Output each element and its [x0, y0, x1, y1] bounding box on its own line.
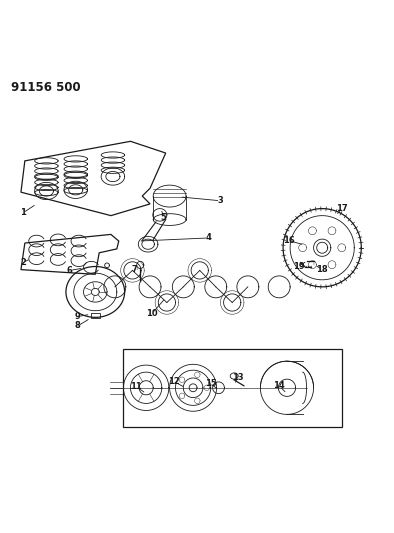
Text: 9: 9 [75, 312, 80, 321]
Text: 1: 1 [20, 208, 26, 217]
Text: 8: 8 [75, 321, 80, 330]
Text: 17: 17 [336, 204, 348, 213]
Text: 10: 10 [146, 309, 158, 318]
Text: 14: 14 [273, 381, 285, 390]
Text: 2: 2 [20, 258, 26, 267]
Text: 15: 15 [205, 379, 217, 389]
Text: 5: 5 [161, 213, 167, 222]
Text: 19: 19 [293, 262, 305, 271]
Text: 7: 7 [132, 265, 137, 274]
Bar [91, 313, 100, 318]
Text: 12: 12 [168, 377, 179, 386]
Bar [123, 349, 342, 427]
Text: 13: 13 [232, 374, 244, 383]
Text: 6: 6 [67, 266, 73, 275]
Text: 11: 11 [130, 382, 142, 391]
Text: 3: 3 [217, 196, 223, 205]
Text: 91156 500: 91156 500 [11, 80, 81, 94]
Text: 4: 4 [206, 233, 212, 243]
Text: 16: 16 [283, 236, 295, 245]
Text: 18: 18 [316, 265, 328, 274]
